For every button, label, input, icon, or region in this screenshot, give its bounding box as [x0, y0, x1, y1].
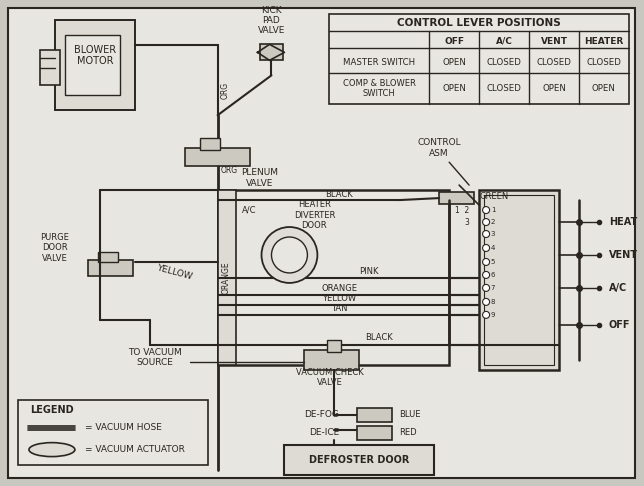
Text: VENT: VENT	[540, 37, 567, 46]
Text: 3: 3	[491, 231, 495, 237]
Circle shape	[482, 284, 489, 292]
Text: A/C: A/C	[609, 283, 627, 293]
Bar	[40, 51, 60, 86]
Text: VENT: VENT	[609, 250, 638, 260]
Text: ORANGE: ORANGE	[321, 284, 357, 294]
Text: COMP & BLOWER
SWITCH: COMP & BLOWER SWITCH	[343, 79, 416, 98]
Text: OFF: OFF	[444, 37, 464, 46]
Text: ORG: ORG	[221, 166, 238, 174]
Circle shape	[261, 227, 317, 283]
Text: CONTROL
ASM: CONTROL ASM	[417, 139, 461, 158]
Bar	[357, 426, 392, 440]
Bar	[479, 190, 559, 370]
Circle shape	[482, 244, 489, 251]
Circle shape	[272, 237, 307, 273]
Text: 8: 8	[491, 299, 495, 305]
Bar	[65, 35, 120, 95]
Text: CLOSED: CLOSED	[487, 58, 522, 67]
Bar	[439, 192, 474, 204]
Text: TAN: TAN	[331, 304, 348, 313]
Text: YELLOW: YELLOW	[322, 295, 356, 303]
Text: KICK
PAD
VALVE: KICK PAD VALVE	[258, 5, 285, 35]
Text: 7: 7	[491, 285, 495, 291]
Text: 1  2: 1 2	[455, 206, 469, 214]
Text: OPEN: OPEN	[592, 84, 616, 93]
Text: 4: 4	[491, 245, 495, 251]
Text: MASTER SWITCH: MASTER SWITCH	[343, 58, 415, 67]
Text: BLACK: BLACK	[365, 333, 393, 342]
Text: 6: 6	[491, 272, 495, 278]
Bar	[484, 195, 554, 365]
Text: DEFROSTER DOOR: DEFROSTER DOOR	[309, 454, 410, 465]
Bar	[18, 399, 207, 465]
Text: RED: RED	[399, 428, 417, 437]
Text: 5: 5	[491, 259, 495, 265]
Text: YELLOW: YELLOW	[156, 263, 193, 281]
Text: PLENUM
VALVE: PLENUM VALVE	[241, 169, 278, 188]
Circle shape	[482, 207, 489, 213]
Bar	[357, 408, 392, 422]
Ellipse shape	[29, 443, 75, 457]
Text: ORANGE: ORANGE	[222, 261, 231, 294]
Text: ORG: ORG	[221, 82, 230, 99]
Text: HEATER: HEATER	[584, 37, 623, 46]
Bar	[285, 445, 434, 474]
Bar	[88, 260, 133, 276]
Bar	[98, 252, 118, 262]
Text: 9: 9	[491, 312, 495, 318]
Text: PURGE
DOOR
VALVE: PURGE DOOR VALVE	[41, 233, 70, 263]
Bar	[200, 138, 220, 150]
Text: VACUUM CHECK
VALVE: VACUUM CHECK VALVE	[296, 368, 363, 387]
Circle shape	[482, 259, 489, 265]
Bar	[329, 15, 629, 104]
Text: OPEN: OPEN	[542, 84, 566, 93]
Text: CONTROL LEVER POSITIONS: CONTROL LEVER POSITIONS	[397, 18, 561, 28]
Text: 3: 3	[464, 218, 469, 226]
Bar	[305, 350, 359, 370]
Bar	[185, 148, 249, 166]
Text: GREEN: GREEN	[479, 191, 508, 201]
Text: CLOSED: CLOSED	[587, 58, 621, 67]
Circle shape	[482, 272, 489, 278]
Text: DE-FOG: DE-FOG	[305, 410, 339, 419]
Circle shape	[482, 219, 489, 226]
Text: OPEN: OPEN	[442, 84, 466, 93]
Text: BLOWER
MOTOR: BLOWER MOTOR	[74, 45, 116, 66]
Text: DE-ICE: DE-ICE	[309, 428, 339, 437]
Text: BLUE: BLUE	[399, 410, 421, 419]
Circle shape	[482, 312, 489, 318]
Text: CLOSED: CLOSED	[487, 84, 522, 93]
Text: A/C: A/C	[242, 206, 257, 214]
Text: OFF: OFF	[609, 320, 630, 330]
Bar	[327, 340, 341, 352]
Text: BLACK: BLACK	[325, 190, 354, 199]
Bar	[260, 44, 283, 60]
Text: TO VACUUM
SOURCE: TO VACUUM SOURCE	[128, 348, 182, 367]
Circle shape	[482, 230, 489, 238]
Text: CLOSED: CLOSED	[536, 58, 571, 67]
Bar	[218, 190, 236, 365]
Text: PINK: PINK	[359, 267, 379, 277]
Text: = VACUUM HOSE: = VACUUM HOSE	[85, 423, 162, 432]
Circle shape	[482, 298, 489, 305]
Text: OPEN: OPEN	[442, 58, 466, 67]
Text: HEATER
DIVERTER
DOOR: HEATER DIVERTER DOOR	[294, 200, 335, 230]
Text: = VACUUM ACTUATOR: = VACUUM ACTUATOR	[85, 445, 185, 454]
Text: 2: 2	[491, 219, 495, 225]
Bar	[218, 190, 449, 365]
Text: HEAT: HEAT	[609, 217, 637, 227]
Text: LEGEND: LEGEND	[30, 405, 73, 415]
Text: 1: 1	[491, 207, 495, 213]
Text: A/C: A/C	[496, 37, 513, 46]
Bar	[55, 20, 135, 110]
